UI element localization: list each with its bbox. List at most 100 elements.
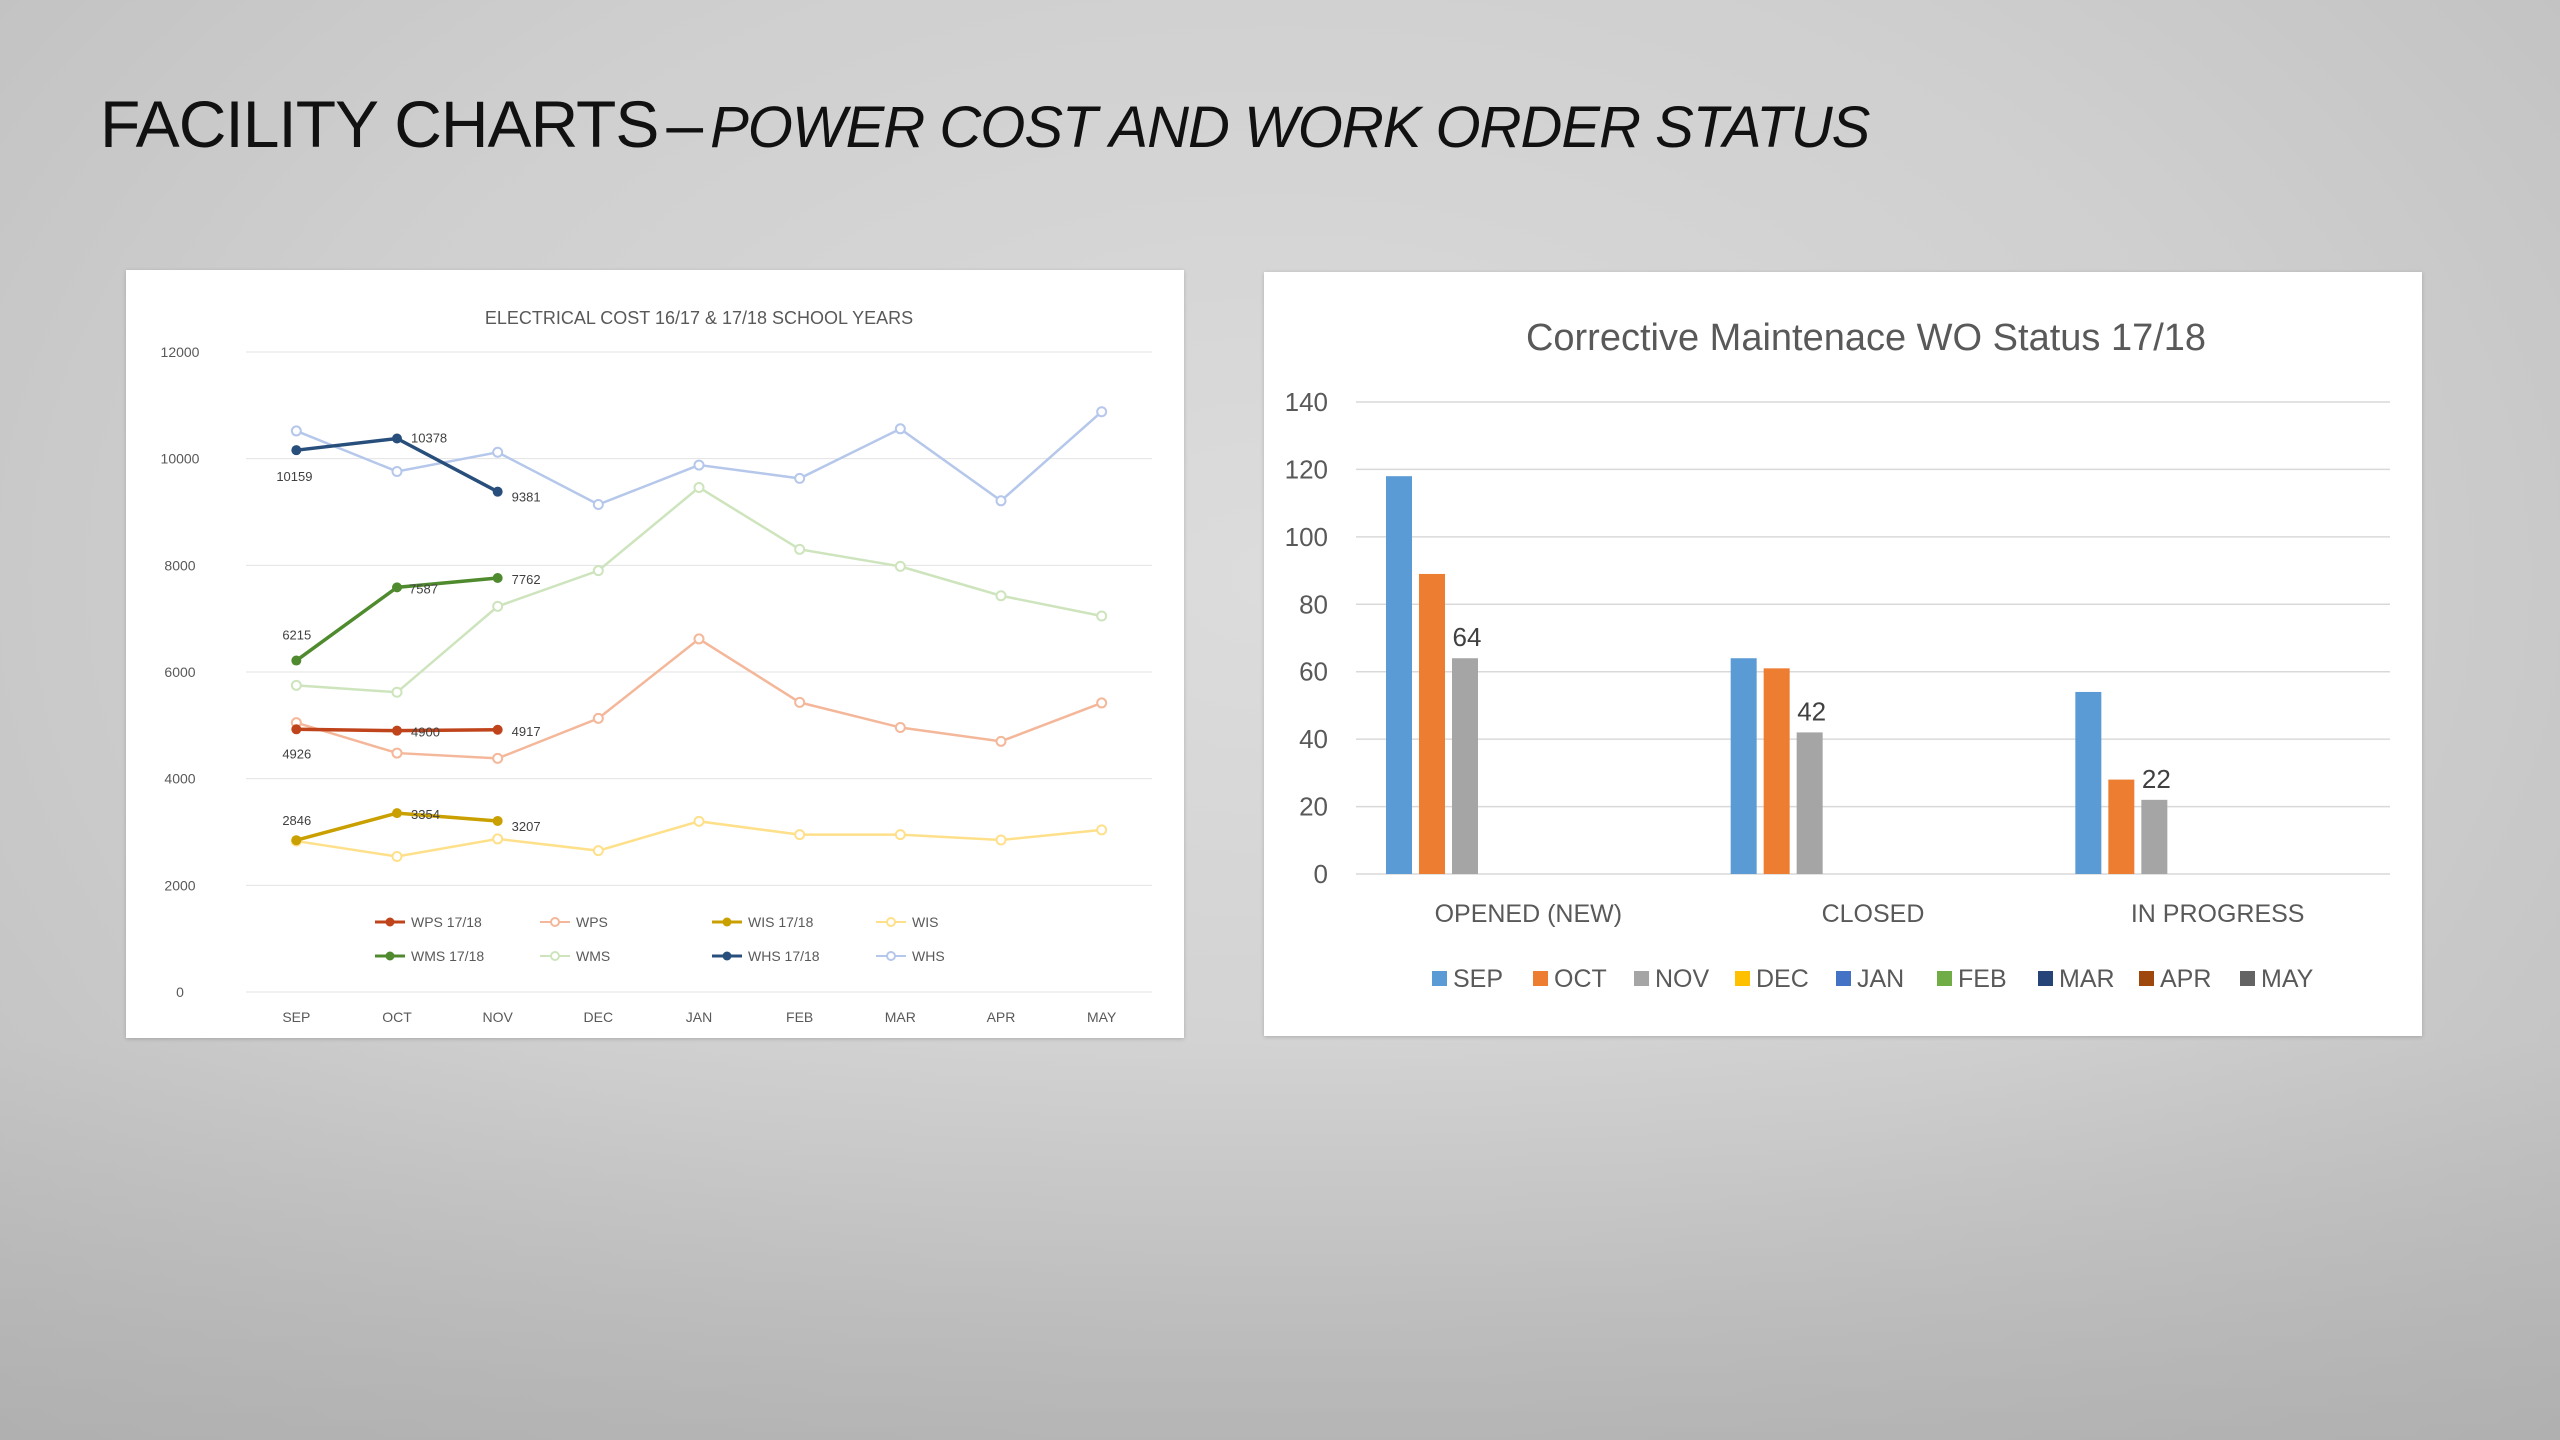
bar-chart-title: Corrective Maintenace WO Status 17/18: [1526, 317, 2206, 359]
legend-swatch-feb: [1937, 971, 1952, 986]
legend-label-whs-17-18: WHS 17/18: [748, 948, 820, 964]
x-tick-label-in-progress: IN PROGRESS: [2131, 900, 2305, 928]
point-wms-dec: [592, 565, 604, 577]
point-whs-apr: [995, 495, 1007, 507]
point-wms-nov: [492, 600, 504, 612]
point-whs-sep: [290, 425, 302, 437]
y-tick-label-140: 140: [1285, 387, 1328, 417]
legend-label-wms: WMS: [576, 948, 610, 964]
legend-swatch-mar: [2038, 971, 2053, 986]
point-whs-oct: [391, 465, 403, 477]
legend-label-wps-17-18: WPS 17/18: [411, 914, 482, 930]
x-tick-label-apr: APR: [987, 1009, 1016, 1025]
point-wps-jan: [693, 633, 705, 645]
point-whs-feb: [794, 472, 806, 484]
y-tick-label-8000: 8000: [164, 557, 195, 573]
x-tick-label-closed: CLOSED: [1822, 900, 1925, 928]
y-tick-label-40: 40: [1299, 724, 1328, 754]
legend-swatch-nov: [1634, 971, 1649, 986]
legend-swatch-may: [2240, 971, 2255, 986]
point-wps-feb: [794, 696, 806, 708]
point-wps-mar: [894, 721, 906, 733]
legend-label-wis-17-18: WIS 17/18: [748, 914, 814, 930]
work-order-chart-panel: Corrective Maintenace WO Status 17/18 0 20…: [1264, 272, 2422, 1036]
legend-label-oct: OCT: [1554, 965, 1607, 993]
bar-oct-in-progress: [2108, 779, 2135, 874]
point-wps-dec: [592, 712, 604, 724]
legend-marker-wms: [550, 951, 560, 961]
data-label-wps-17-18-nov: 4917: [512, 724, 541, 739]
data-label-wis-17-18-nov: 3207: [512, 819, 541, 834]
point-wms-feb: [794, 543, 806, 555]
x-tick-label-dec: DEC: [584, 1009, 614, 1025]
bar-sep-opened-new: [1386, 476, 1412, 874]
data-label-wms-17-18-sep: 6215: [282, 628, 311, 643]
point-wms-jan: [693, 481, 705, 493]
x-tick-label-nov: NOV: [482, 1009, 513, 1025]
legend-marker-whs-17-18: [722, 951, 732, 961]
legend-label-sep: SEP: [1453, 965, 1503, 993]
data-label-whs-17-18-nov: 9381: [512, 490, 541, 505]
x-tick-label-mar: MAR: [885, 1009, 916, 1025]
y-tick-label-2000: 2000: [164, 877, 195, 893]
point-wms-may: [1096, 610, 1108, 622]
point-wms-17-18-nov: [492, 573, 503, 584]
electrical-cost-chart-panel: ELECTRICAL COST 16/17 & 17/18 SCHOOL YEA…: [126, 270, 1184, 1038]
x-tick-label-sep: SEP: [282, 1009, 310, 1025]
y-tick-label-0: 0: [176, 984, 184, 1000]
x-tick-label-opened-new: OPENED (NEW): [1435, 900, 1623, 928]
bar-oct-opened-new: [1419, 573, 1445, 874]
data-label-whs-17-18-sep: 10159: [276, 469, 312, 484]
legend-label-mar: MAR: [2059, 965, 2115, 993]
legend-marker-whs: [886, 951, 896, 961]
point-wps-oct: [391, 747, 403, 759]
point-wms-sep: [290, 679, 302, 691]
data-label-wps-17-18-sep: 4926: [282, 746, 311, 761]
point-wis-oct: [391, 851, 403, 863]
point-wms-17-18-oct: [392, 582, 402, 593]
bar-nov-closed: [1796, 732, 1823, 874]
data-label-whs-17-18-oct: 10378: [411, 431, 447, 446]
data-label-nov-opened-new: 64: [1453, 622, 1482, 652]
legend-label-nov: NOV: [1655, 965, 1710, 993]
y-tick-label-100: 100: [1285, 522, 1328, 552]
bar-nov-opened-new: [1452, 658, 1478, 874]
legend-label-jan: JAN: [1857, 965, 1904, 993]
legend-marker-wps: [550, 917, 560, 927]
legend-label-wps: WPS: [576, 914, 608, 930]
background-shade: [0, 1040, 2560, 1440]
point-whs-jan: [693, 459, 705, 471]
data-label-wis-17-18-sep: 2846: [282, 813, 311, 828]
y-tick-label-6000: 6000: [164, 664, 195, 680]
point-wis-jan: [693, 815, 705, 827]
line-chart-title: ELECTRICAL COST 16/17 & 17/18 SCHOOL YEA…: [485, 308, 913, 328]
point-wis-mar: [894, 829, 906, 841]
bar-nov-in-progress: [2141, 799, 2168, 874]
slide-title-main: FACILITY CHARTS: [100, 87, 659, 161]
legend-label-feb: FEB: [1958, 965, 2007, 993]
work-order-bar-chart: Corrective Maintenace WO Status 17/18 0 20…: [1285, 317, 2390, 993]
point-wps-may: [1096, 697, 1108, 709]
point-wms-mar: [894, 560, 906, 572]
legend-label-whs: WHS: [912, 948, 945, 964]
legend-swatch-oct: [1533, 971, 1548, 986]
point-wis-dec: [592, 845, 604, 857]
y-tick-label-60: 60: [1299, 657, 1328, 687]
data-label-wms-17-18-oct: 7587: [409, 581, 438, 596]
data-label-nov-in-progress: 22: [2142, 764, 2171, 794]
electrical-cost-line-chart: ELECTRICAL COST 16/17 & 17/18 SCHOOL YEA…: [161, 308, 1152, 1025]
data-label-nov-closed: 42: [1797, 696, 1826, 726]
y-tick-label-20: 20: [1299, 792, 1328, 822]
series-line-wps: [295, 637, 1103, 760]
legend-marker-wis-17-18: [722, 917, 732, 927]
y-tick-label-120: 120: [1285, 454, 1328, 484]
x-tick-label-feb: FEB: [786, 1009, 813, 1025]
slide-title-sub: POWER COST AND WORK ORDER STATUS: [710, 95, 1870, 160]
legend-marker-wps-17-18: [385, 917, 395, 927]
point-whs-dec: [592, 499, 604, 511]
point-whs-17-18-oct: [392, 433, 402, 444]
point-wps-apr: [995, 735, 1007, 747]
legend-marker-wis: [886, 917, 896, 927]
y-tick-label-10000: 10000: [161, 451, 200, 467]
legend-swatch-jan: [1836, 971, 1851, 986]
